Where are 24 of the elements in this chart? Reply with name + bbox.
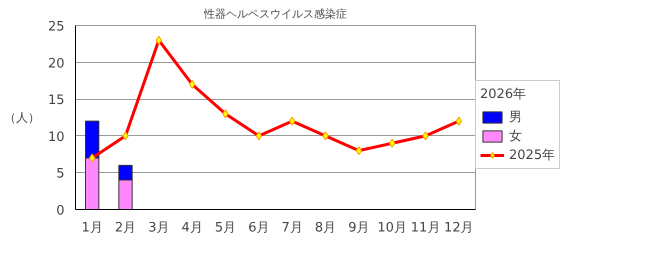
y-tick-label: 20: [48, 56, 65, 72]
x-tick-label: 10月: [377, 220, 407, 236]
legend-label: 男: [509, 109, 523, 126]
x-tick-label: 11月: [410, 220, 440, 236]
legend-label: 女: [509, 128, 523, 145]
legend-title: 2026年: [480, 86, 528, 103]
x-tick-label: 5月: [214, 220, 236, 236]
x-tick-label: 7月: [282, 220, 303, 236]
x-tick-label: 3月: [148, 220, 170, 236]
y-axis-title: （人）: [4, 110, 40, 124]
legend-label: 2025年: [509, 147, 556, 164]
x-tick-label: 8月: [314, 220, 336, 236]
chart-title: 性器ヘルペスウイルス感染症: [203, 8, 347, 20]
y-tick-label: 25: [48, 20, 65, 34]
y-tick-label: 15: [48, 93, 65, 108]
y-tick-label: 0: [56, 204, 65, 218]
y-tick-label: 10: [48, 130, 65, 145]
x-tick-label: 4月: [182, 220, 203, 236]
x-tick-label: 2月: [114, 220, 136, 236]
x-tick-label: 9月: [348, 220, 370, 236]
x-tick-label: 6月: [248, 220, 270, 236]
y-tick-label: 5: [56, 166, 65, 182]
x-tick-label: 1月: [82, 220, 103, 236]
x-tick-label: 12月: [444, 220, 474, 236]
